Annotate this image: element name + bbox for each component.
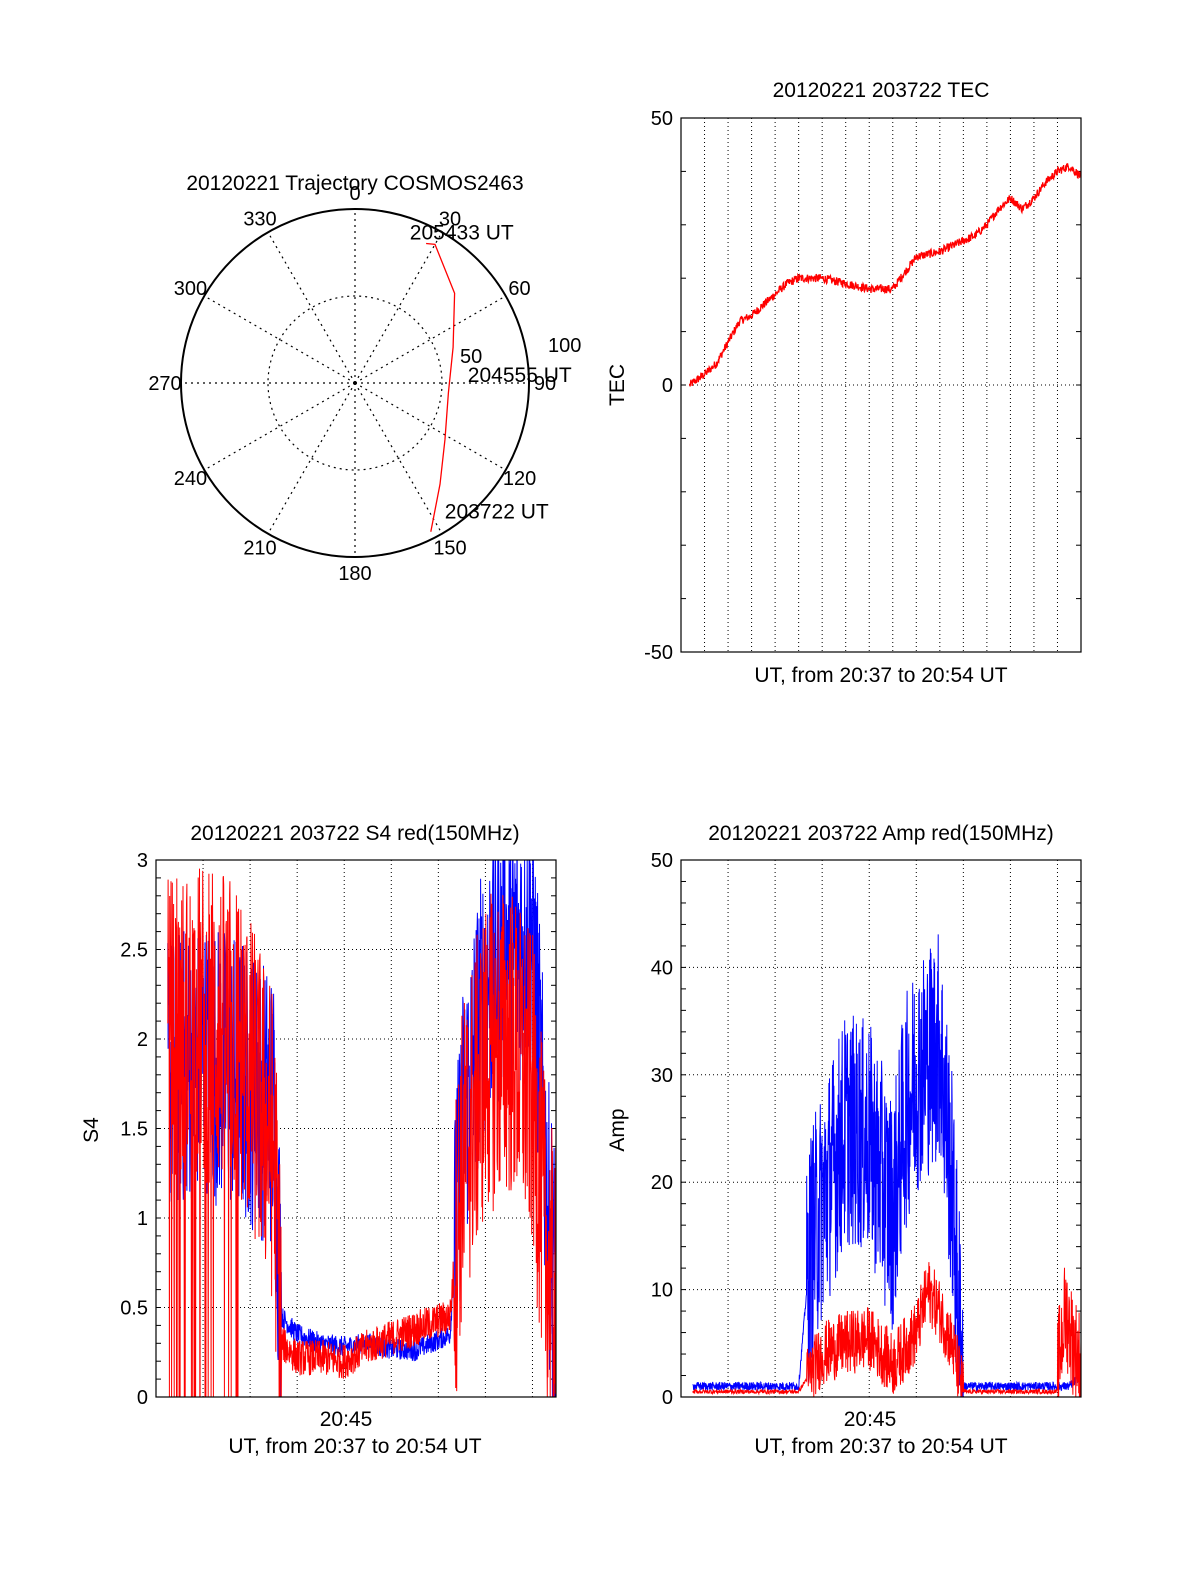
y-tick-label: 1.5 <box>120 1119 148 1141</box>
y-tick-label: 0 <box>662 375 673 397</box>
azimuth-label-330: 330 <box>243 208 276 230</box>
amp-title: 20120221 203722 Amp red(150MHz) <box>708 822 1054 845</box>
amp-y-axis-label: Amp <box>606 1108 629 1151</box>
radial-label-50: 50 <box>460 346 482 368</box>
y-tick-label: 0 <box>662 1387 673 1409</box>
trajectory-line <box>426 242 456 532</box>
s4-panel: 20120221 203722 S4 red(150MHz) 0 0.5 1 1.5 2… <box>80 822 557 1458</box>
y-tick-label: 40 <box>651 957 673 979</box>
y-tick-label: 2 <box>137 1029 148 1051</box>
azimuth-label-180: 180 <box>338 563 371 585</box>
amp-panel: 20120221 203722 Amp red(150MHz) 0 10 20 30 4… <box>606 822 1082 1458</box>
s4-y-tick-labels: 0 0.5 1 1.5 2 2.5 3 <box>120 850 148 1409</box>
azimuth-label-240: 240 <box>174 468 207 490</box>
polar-spoke <box>354 295 506 384</box>
y-tick-label: 20 <box>651 1172 673 1194</box>
azimuth-label-30: 30 <box>439 208 461 230</box>
y-tick-label: 30 <box>651 1065 673 1087</box>
s4-x-axis-label: UT, from 20:37 to 20:54 UT <box>228 1435 481 1458</box>
amp-plot-frame <box>680 859 1082 1398</box>
azimuth-label-270: 270 <box>148 373 181 395</box>
azimuth-label-60: 60 <box>508 278 530 300</box>
polar-grid <box>180 208 530 558</box>
amp-x-axis-label: UT, from 20:37 to 20:54 UT <box>754 1435 1007 1458</box>
polar-outer-circle <box>180 208 530 558</box>
s4-y-axis-label: S4 <box>80 1117 103 1143</box>
y-tick-label: 10 <box>651 1280 673 1302</box>
s4-x-tick-label: 20:45 <box>320 1408 373 1431</box>
tec-y-tick-labels: -50 0 50 <box>644 108 673 664</box>
y-tick-label: 50 <box>651 108 673 130</box>
y-tick-label: 0 <box>137 1387 148 1409</box>
tec-grid <box>681 117 1081 653</box>
tec-plot-frame <box>680 117 1082 653</box>
polar-title: 20120221 Trajectory COSMOS2463 <box>186 172 523 195</box>
polar-spoke <box>204 382 356 471</box>
s4-red-series-line <box>167 868 557 1398</box>
polar-spoke <box>204 295 356 384</box>
y-tick-label: 0.5 <box>120 1298 148 1320</box>
polar-trajectory-panel: 20120221 Trajectory COSMOS2463 0 30 60 90 12… <box>148 172 581 585</box>
polar-spoke <box>354 232 443 384</box>
s4-plot-frame <box>155 859 557 1398</box>
azimuth-label-90: 90 <box>534 373 556 395</box>
y-tick-label: 3 <box>137 850 148 872</box>
amp-red-series-line <box>692 1262 1082 1398</box>
annotation-end-time: 205433 UT <box>410 222 514 245</box>
tec-x-axis-label: UT, from 20:37 to 20:54 UT <box>754 664 1007 687</box>
s4-title: 20120221 203722 S4 red(150MHz) <box>190 822 519 845</box>
azimuth-label-0: 0 <box>349 183 360 205</box>
tec-y-axis-label: TEC <box>606 364 629 406</box>
amp-y-tick-labels: 0 10 20 30 40 50 <box>651 850 673 1409</box>
y-tick-label: 50 <box>651 850 673 872</box>
annotation-mid-time: 204555 UT <box>468 364 572 387</box>
annotation-start-time: 203722 UT <box>445 500 549 523</box>
radial-label-100: 100 <box>548 335 581 357</box>
azimuth-label-300: 300 <box>174 278 207 300</box>
polar-azimuth-labels: 0 30 60 90 120 150 180 210 240 270 300 330 <box>148 183 556 585</box>
polar-spoke <box>267 382 356 534</box>
y-tick-label: 2.5 <box>120 940 148 962</box>
azimuth-label-210: 210 <box>243 538 276 560</box>
polar-spoke <box>267 232 356 384</box>
azimuth-label-150: 150 <box>433 538 466 560</box>
polar-spoke <box>354 382 506 471</box>
amp-blue-series-line <box>692 934 1082 1398</box>
polar-spoke <box>354 382 443 534</box>
azimuth-label-120: 120 <box>503 468 536 490</box>
polar-inner-circle <box>267 295 443 471</box>
tec-panel: 20120221 203722 TEC -50 0 50 UT, from 20:3… <box>606 79 1082 687</box>
y-tick-label: -50 <box>644 642 673 664</box>
y-tick-label: 1 <box>137 1208 148 1230</box>
tec-title: 20120221 203722 TEC <box>773 79 990 102</box>
tec-series-line <box>688 163 1082 387</box>
amp-x-tick-label: 20:45 <box>844 1408 897 1431</box>
